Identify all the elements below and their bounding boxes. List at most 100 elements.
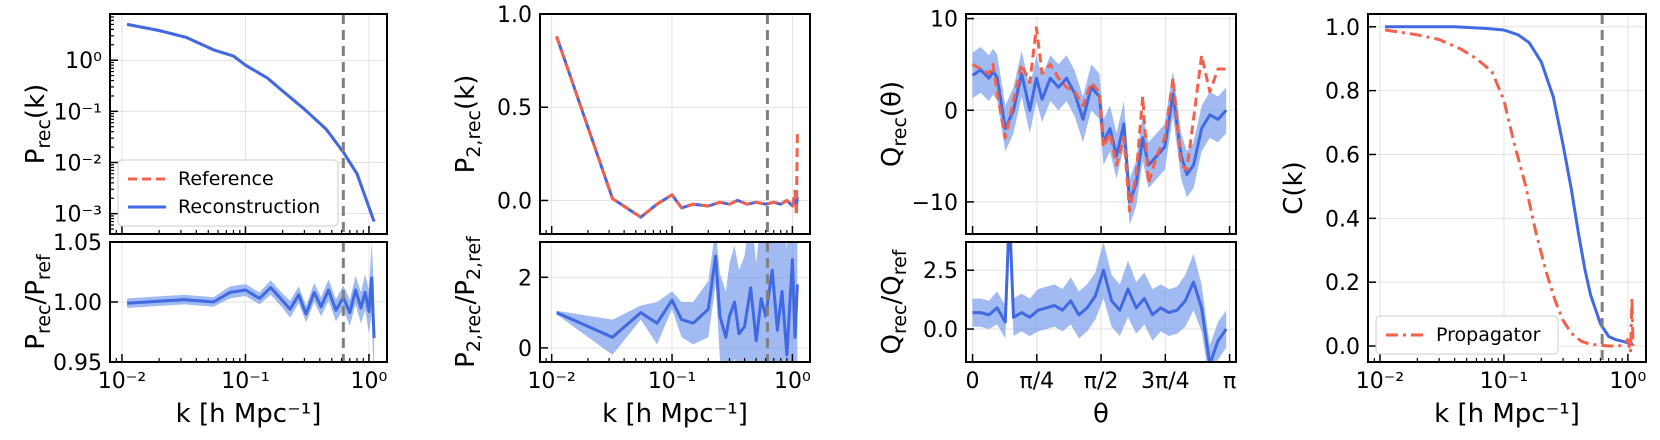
data-point [349,312,351,314]
data-point [1475,57,1477,59]
data-point [356,173,358,175]
x-tick-label: π/4 [1019,369,1054,394]
data-point [996,307,998,309]
data-point [1570,188,1572,190]
y-axis-label: P2,rec/P2,ref [451,235,485,368]
data-point [1627,338,1629,340]
data-point [671,194,673,196]
y-tick-label: 10⁻³ [54,203,102,228]
data-point [1078,314,1080,316]
x-tick-label: 0 [966,369,980,394]
plot-area [555,242,799,362]
series-line [555,254,799,357]
data-point [373,220,375,222]
data-point [1110,300,1112,302]
data-point [786,199,788,201]
data-point [1384,26,1386,28]
data-point [232,55,234,57]
data-point [719,315,721,317]
panel-p2-ratio: 10⁻² 10⁻¹ 10⁰ 0 2 P2,rec/P2,ref k [h Mpc⁻¹] [451,235,811,429]
legend-label: Reconstruction [178,196,320,218]
data-point [728,203,730,205]
series-line [555,35,799,219]
data-point [313,291,315,293]
data-point [794,336,796,338]
data-point [1209,114,1211,116]
data-point [1094,295,1096,297]
data-point [971,63,973,65]
data-point [1008,210,1010,212]
data-point [1004,321,1006,323]
x-tick-label: 10⁻¹ [221,369,269,394]
y-tick-label: 10 [930,8,958,33]
data-point [1045,307,1047,309]
data-point [1225,109,1227,111]
legend-label: Propagator [1436,324,1541,346]
data-point [1534,230,1536,232]
axes-frame [109,13,388,235]
data-point [327,289,329,291]
data-point [996,91,998,93]
data-point [281,90,283,92]
data-point [794,190,796,192]
data-point [1151,314,1153,316]
data-point [1057,77,1059,79]
data-point [1577,233,1579,235]
data-point [1384,29,1386,31]
data-point [611,336,613,338]
error-band [972,242,1227,362]
x-tick-label: 10⁰ [1609,369,1646,394]
data-point [1631,297,1633,299]
plot-area [126,22,376,223]
data-point [1513,141,1515,143]
data-point [1589,343,1591,345]
data-point [743,326,745,328]
data-point [1615,338,1617,340]
series-line [555,35,799,219]
data-point [692,322,694,324]
data-point [1570,332,1572,334]
series-line [1385,25,1634,346]
data-point [1035,77,1037,79]
data-point [1061,309,1063,311]
axes-frame [539,241,811,363]
error-band [972,47,1227,225]
data-point [368,310,370,312]
x-tick-label: 3π/4 [1141,369,1190,394]
axes-frame [539,13,811,235]
data-point [786,354,788,356]
y-tick-label: 0.5 [497,96,532,121]
data-point [1127,288,1129,290]
data-point [771,269,773,271]
plot-area [555,35,799,219]
data-point [1135,173,1137,175]
data-point [1172,77,1174,79]
y-tick-label: 2 [518,266,532,291]
y-axis-label: Prec(k) [21,84,55,165]
panel-p-main: 10⁻³ 10⁻² 10⁻¹ 10⁰ Prec(k) Reference Reconstru… [21,13,388,235]
panel-p2-main: 0.0 0.5 1.0 P2,rec(k) [451,3,811,235]
data-point [971,74,973,76]
plot-area [972,210,1228,362]
data-point [1155,155,1157,157]
data-point [755,201,757,203]
data-point [1503,29,1505,31]
data-point [773,201,775,203]
data-point [988,314,990,316]
data-point [1142,95,1144,97]
series-line [971,26,1227,213]
data-point [1029,82,1031,84]
data-point [1035,27,1037,29]
y-axis-label: Qrec/Qref [877,248,911,354]
data-point [1200,54,1202,56]
y-tick-label: 0 [518,337,532,362]
data-point [733,301,735,303]
data-point [760,297,762,299]
data-point [1621,340,1623,342]
data-point [1176,309,1178,311]
series-line [972,242,1228,362]
data-point [755,340,757,342]
data-point [611,197,613,199]
data-point [1491,70,1493,72]
data-point [988,77,990,79]
